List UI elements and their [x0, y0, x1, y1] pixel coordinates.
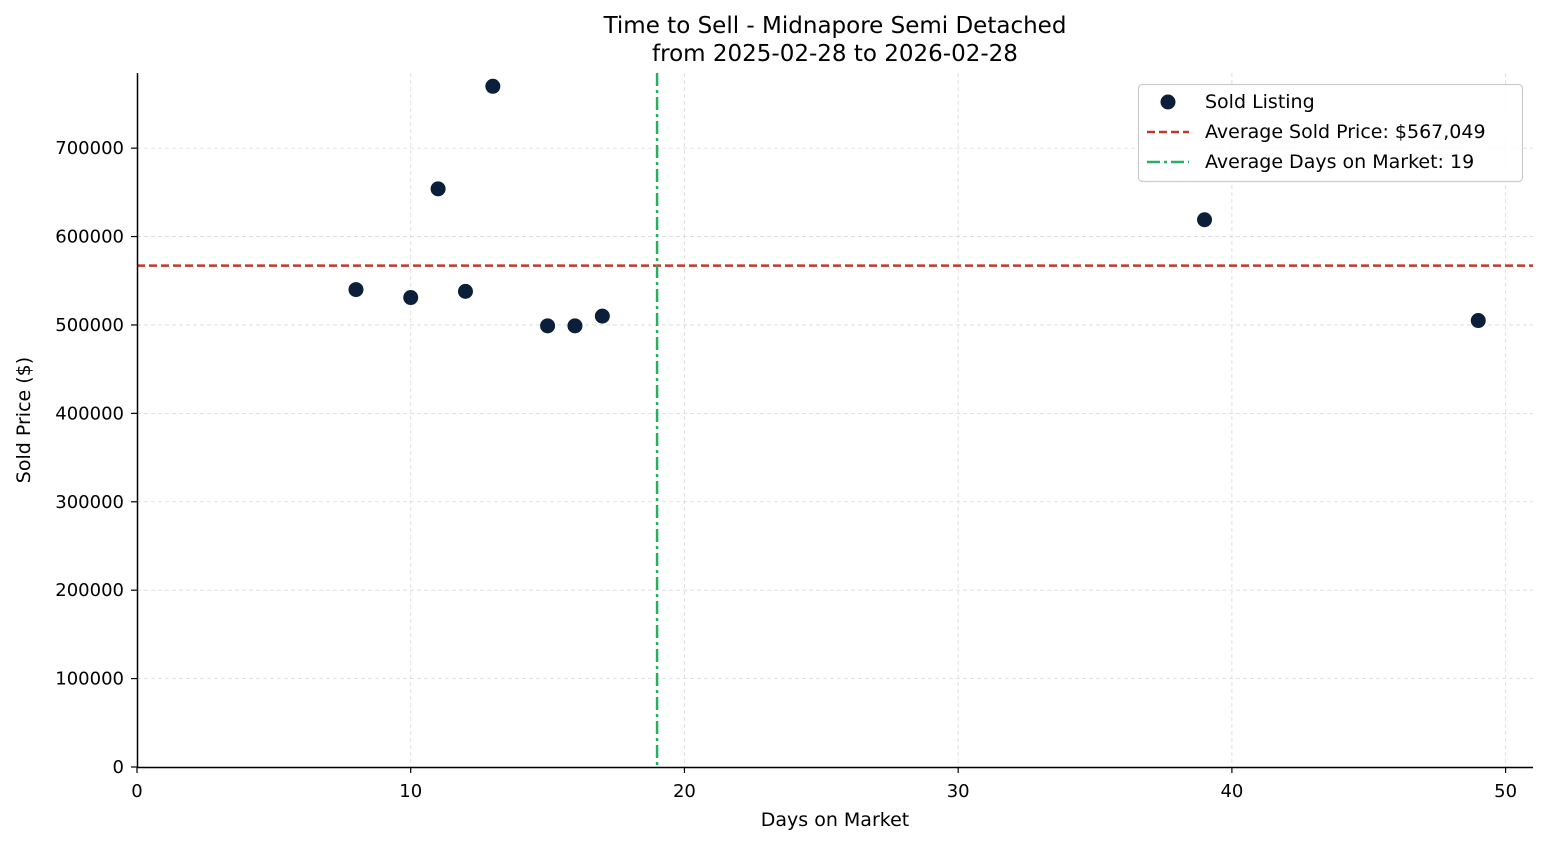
- y-tick-label: 400000: [55, 403, 124, 424]
- x-ticks: 0 10 20 30 40 50: [131, 767, 1517, 802]
- legend-label-sold-listing: Sold Listing: [1205, 91, 1315, 113]
- y-tick-label: 100000: [55, 669, 124, 690]
- scatter-point: [540, 318, 556, 334]
- chart-subtitle: from 2025-02-28 to 2026-02-28: [652, 41, 1018, 67]
- x-tick-label: 10: [399, 781, 422, 802]
- scatter-point: [1197, 212, 1213, 228]
- x-tick-label: 20: [673, 781, 696, 802]
- grid: [137, 73, 1533, 767]
- x-tick-label: 30: [947, 781, 970, 802]
- y-axis-title: Sold Price ($): [13, 357, 35, 483]
- legend-label-average-price: Average Sold Price: $567,049: [1205, 121, 1486, 143]
- x-tick-label: 50: [1494, 781, 1517, 802]
- y-tick-label: 0: [113, 757, 124, 778]
- y-tick-label: 200000: [55, 580, 124, 601]
- axes: [136, 73, 1533, 769]
- y-tick-label: 300000: [55, 492, 124, 513]
- y-tick-label: 700000: [55, 138, 124, 159]
- y-ticks: 0 100000 200000 300000 400000 500000 600000 700…: [55, 138, 137, 778]
- scatter-point: [594, 308, 610, 324]
- legend: Sold Listing Average Sold Price: $567,04…: [1137, 83, 1524, 183]
- reference-lines: [137, 73, 1533, 767]
- scatter-point: [430, 181, 446, 197]
- scatter-point: [1470, 313, 1486, 329]
- scatter-point: [348, 282, 364, 298]
- data-points: [348, 78, 1486, 334]
- legend-label-average-days: Average Days on Market: 19: [1205, 151, 1474, 173]
- x-tick-label: 40: [1220, 781, 1243, 802]
- legend-marker-sold-listing: [1160, 94, 1176, 110]
- y-tick-label: 600000: [55, 227, 124, 248]
- x-tick-label: 0: [131, 781, 142, 802]
- chart-title: Time to Sell - Midnapore Semi Detached: [603, 13, 1067, 39]
- scatter-point: [403, 290, 419, 306]
- scatter-point: [567, 318, 583, 334]
- scatter-point: [457, 283, 473, 299]
- x-axis-title: Days on Market: [761, 809, 909, 831]
- scatter-point: [485, 78, 501, 94]
- y-tick-label: 500000: [55, 315, 124, 336]
- legend-box: [1137, 83, 1524, 183]
